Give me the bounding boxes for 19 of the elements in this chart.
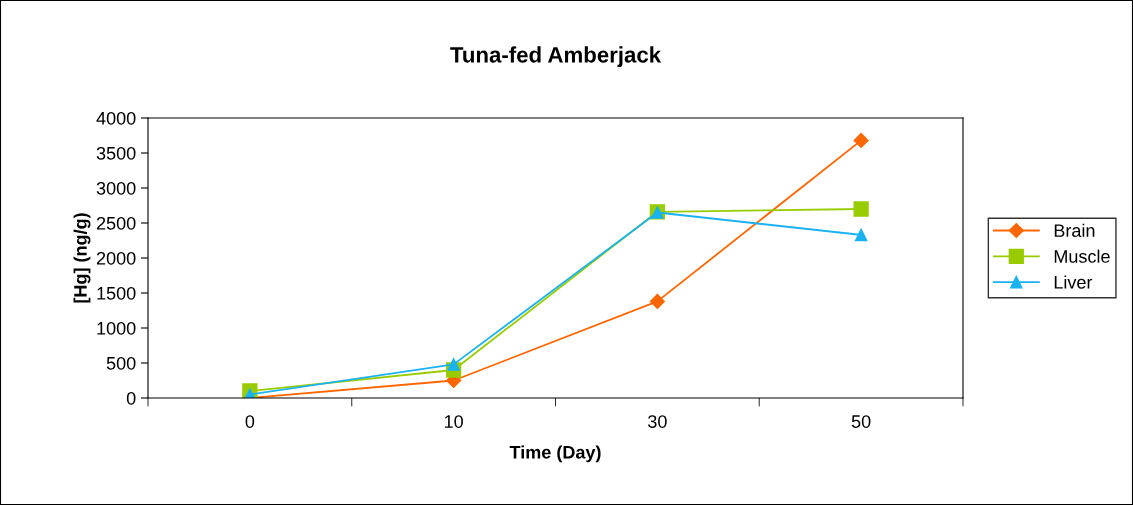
y-tick-label: 500 [106, 356, 136, 370]
legend-label: Liver [1054, 275, 1093, 289]
y-tick-label: 0 [126, 391, 136, 405]
y-tick-label: 1500 [97, 286, 136, 300]
x-tick-label: 30 [648, 415, 667, 428]
legend-label: Muscle [1054, 249, 1110, 263]
x-tick-label: 0 [245, 415, 255, 428]
y-tick-label: 1000 [97, 321, 136, 335]
y-tick-label: 3500 [96, 146, 136, 160]
y-axis-title: [Hg] (ng/g) [73, 213, 91, 303]
chart-title: Tuna-fed Amberjack [450, 46, 662, 68]
x-tick-label: 50 [851, 415, 871, 428]
y-tick-label: 2000 [96, 251, 136, 265]
x-tick-label: 10 [444, 415, 463, 428]
y-tick-label: 3000 [96, 181, 136, 195]
x-axis-title: Time (Day) [509, 445, 601, 463]
y-tick-label: 2500 [96, 216, 136, 230]
legend-label: Brain [1054, 223, 1095, 237]
y-tick-label: 4000 [96, 111, 136, 125]
